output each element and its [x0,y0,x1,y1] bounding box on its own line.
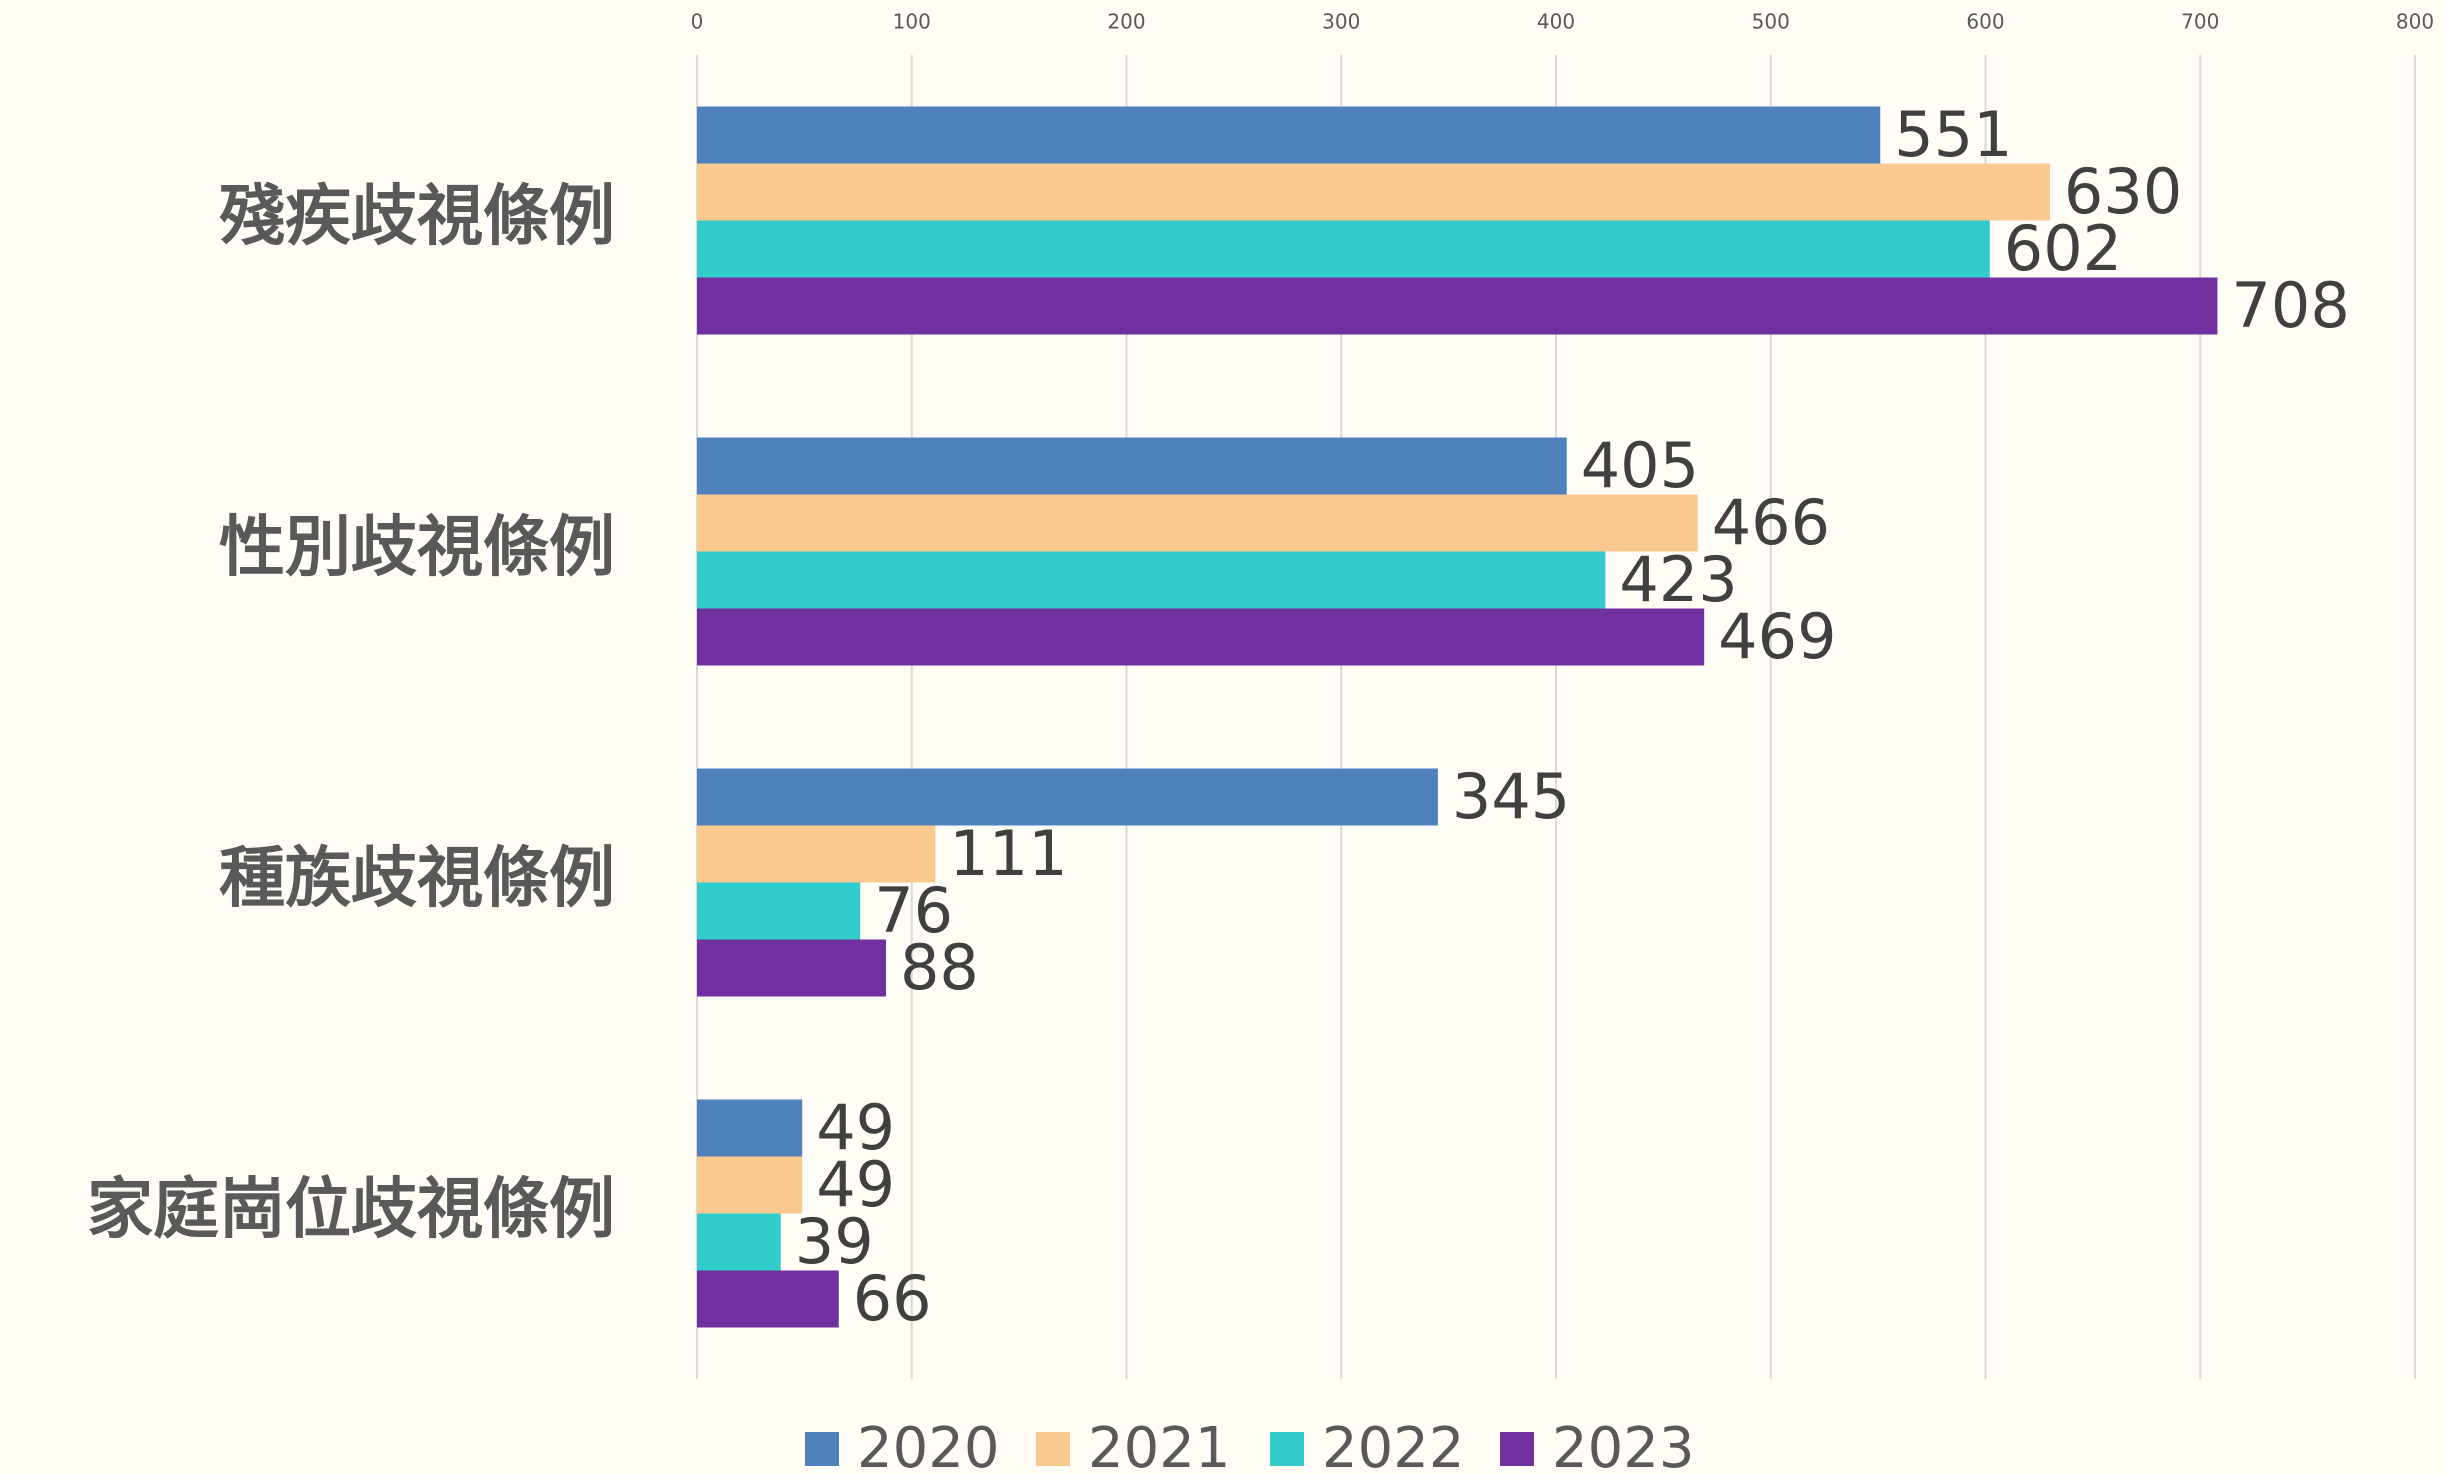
category-label: 種族歧視條例 [219,840,615,917]
bar [697,825,936,883]
value-label: 39 [795,1205,874,1278]
bar [697,437,1567,495]
bar [697,1213,781,1271]
bar [697,163,2050,221]
bar [697,494,1698,552]
bar [697,220,1990,278]
bar [697,106,1881,164]
legend-swatch [1270,1432,1304,1466]
value-label: 630 [2064,155,2182,228]
bar [697,608,1705,666]
x-tick-label: 600 [1966,10,2004,34]
value-label: 708 [2231,269,2349,342]
bar [697,1099,803,1157]
bar [697,768,1438,826]
legend-swatch [805,1432,839,1466]
category-label: 殘疾歧視條例 [219,178,615,255]
x-tick-label: 300 [1322,10,1360,34]
value-label: 345 [1452,760,1570,833]
x-tick-label: 500 [1752,10,1790,34]
bar [697,1270,839,1328]
category-label: 家庭崗位歧視條例 [87,1171,615,1248]
legend-label: 2023 [1552,1416,1695,1474]
bar [697,882,861,940]
x-tick-label: 800 [2396,10,2434,34]
value-label: 405 [1581,429,1699,502]
bar [697,277,2218,335]
bar [697,551,1606,609]
x-tick-label: 100 [893,10,931,34]
legend-label: 2022 [1322,1416,1465,1474]
value-label: 49 [816,1091,895,1164]
value-label: 49 [816,1148,895,1221]
value-label: 88 [900,931,979,1004]
value-label: 76 [874,874,953,947]
category-label: 性別歧視條例 [219,509,615,586]
value-label: 602 [2004,212,2122,285]
legend-swatch [1500,1432,1534,1466]
value-label: 66 [853,1262,932,1335]
bar [697,1156,803,1214]
value-label: 469 [1718,600,1836,673]
legend-swatch [1036,1432,1070,1466]
legend-label: 2021 [1088,1416,1231,1474]
x-tick-label: 700 [2181,10,2219,34]
value-label: 423 [1619,543,1737,616]
x-tick-label: 200 [1107,10,1145,34]
value-label: 551 [1894,98,2012,171]
x-tick-label: 400 [1537,10,1575,34]
value-label: 466 [1712,486,1830,559]
x-tick-label: 0 [691,10,704,34]
value-label: 111 [949,817,1067,890]
bar [697,939,886,997]
legend-label: 2020 [857,1416,1000,1474]
